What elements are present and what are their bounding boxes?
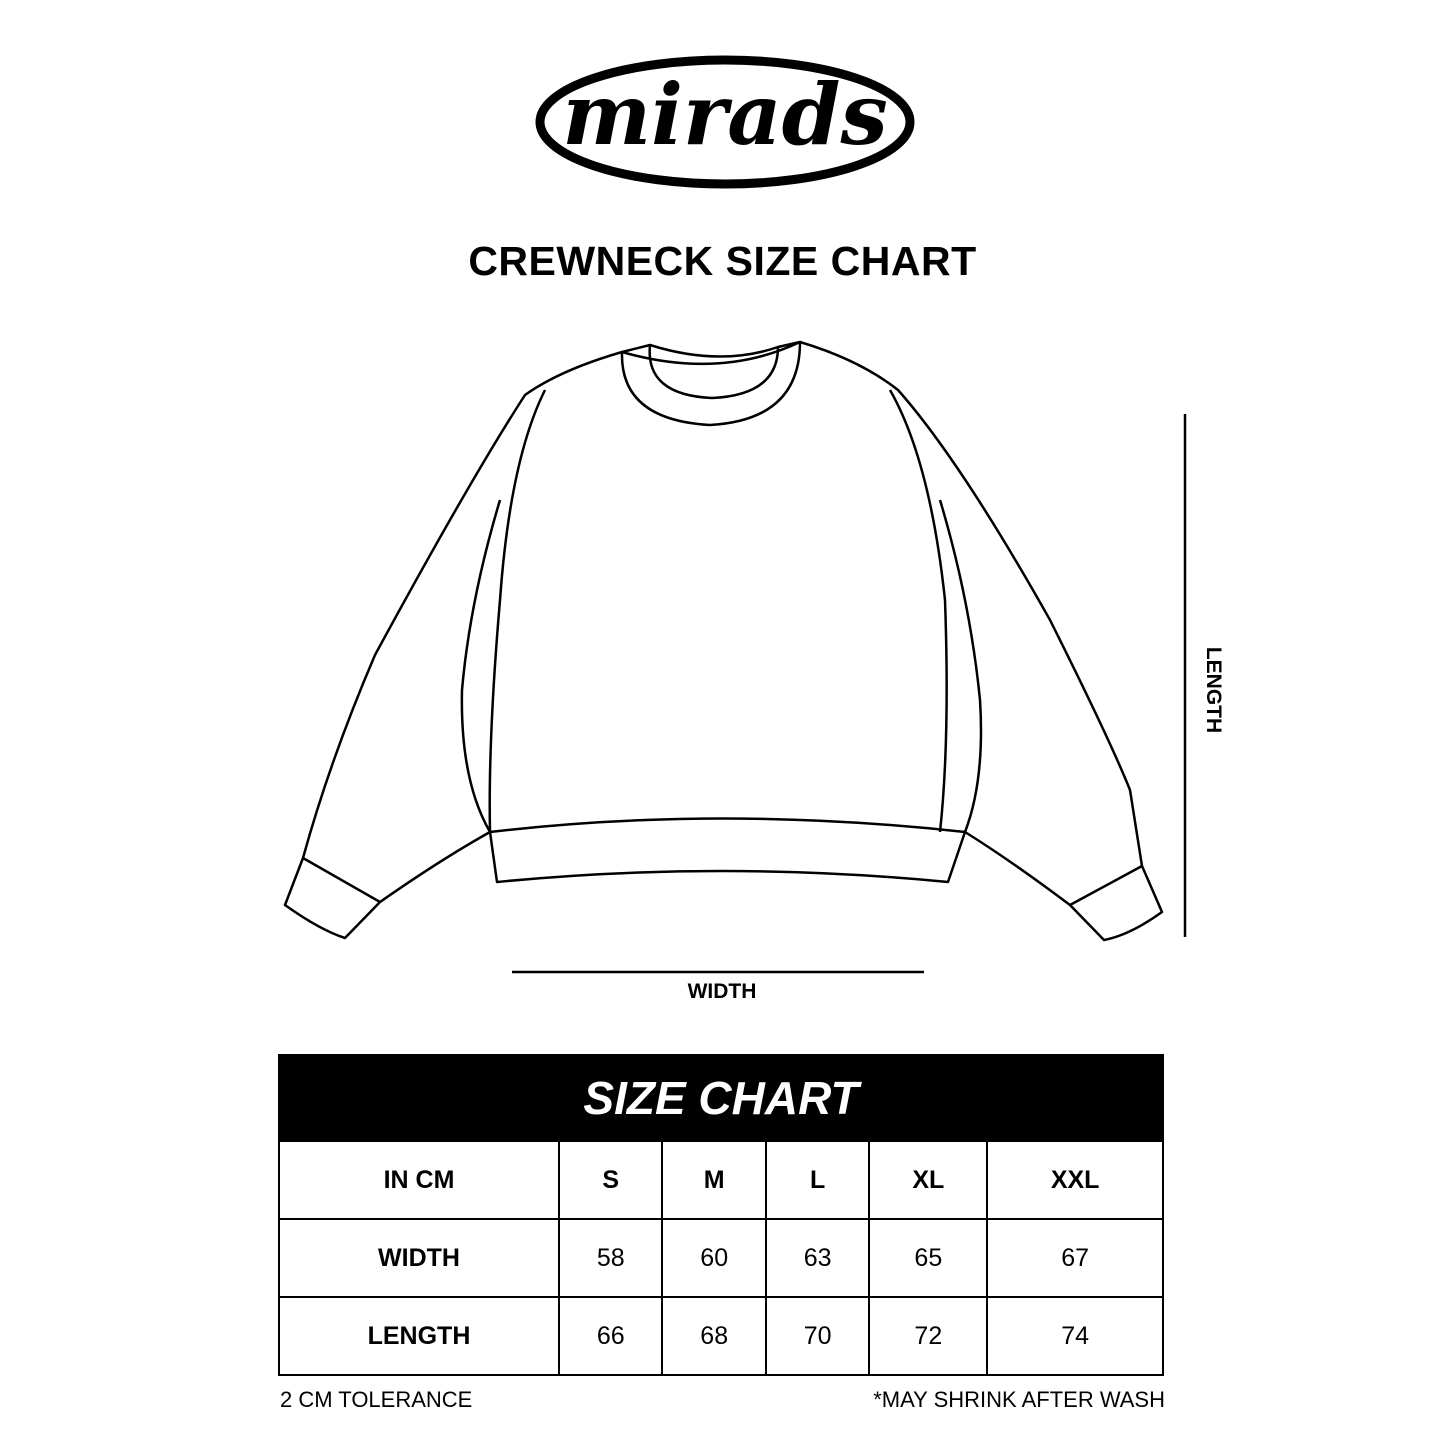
table-cell: 58 — [557, 1218, 664, 1298]
table-row: IN CM S M L XL XXL — [278, 1140, 1164, 1220]
shrink-note: *MAY SHRINK AFTER WASH — [873, 1387, 1165, 1412]
row-label: WIDTH — [278, 1218, 560, 1298]
table-cell: 74 — [986, 1296, 1164, 1376]
crewneck-illustration — [283, 340, 1187, 974]
size-header: XXL — [986, 1140, 1164, 1220]
table-cell: 72 — [868, 1296, 989, 1376]
table-cell: 63 — [764, 1218, 871, 1298]
size-header: M — [661, 1140, 767, 1220]
table-cell: 60 — [661, 1218, 767, 1298]
table-cell: 66 — [557, 1296, 664, 1376]
brand-logo: mirads — [535, 55, 915, 189]
table-row: LENGTH 66 68 70 72 74 — [278, 1296, 1164, 1376]
length-label: LENGTH — [1202, 646, 1225, 734]
svg-text:mirads: mirads — [562, 65, 888, 164]
unit-label: IN CM — [278, 1140, 560, 1220]
page-title: CREWNECK SIZE CHART — [468, 238, 977, 284]
table-cell: 70 — [764, 1296, 871, 1376]
size-header: L — [764, 1140, 871, 1220]
size-header: S — [557, 1140, 664, 1220]
table-heading: SIZE CHART — [278, 1054, 1164, 1142]
table-cell: 65 — [868, 1218, 989, 1298]
size-header: XL — [868, 1140, 989, 1220]
table-cell: 67 — [986, 1218, 1164, 1298]
table-cell: 68 — [661, 1296, 767, 1376]
tolerance-note: 2 CM TOLERANCE — [280, 1387, 473, 1412]
row-label: LENGTH — [278, 1296, 560, 1376]
width-label: WIDTH — [687, 980, 757, 1003]
table-row: WIDTH 58 60 63 65 67 — [278, 1218, 1164, 1298]
size-chart-table: SIZE CHART IN CM S M L XL XXL WIDTH 58 6… — [278, 1054, 1164, 1376]
